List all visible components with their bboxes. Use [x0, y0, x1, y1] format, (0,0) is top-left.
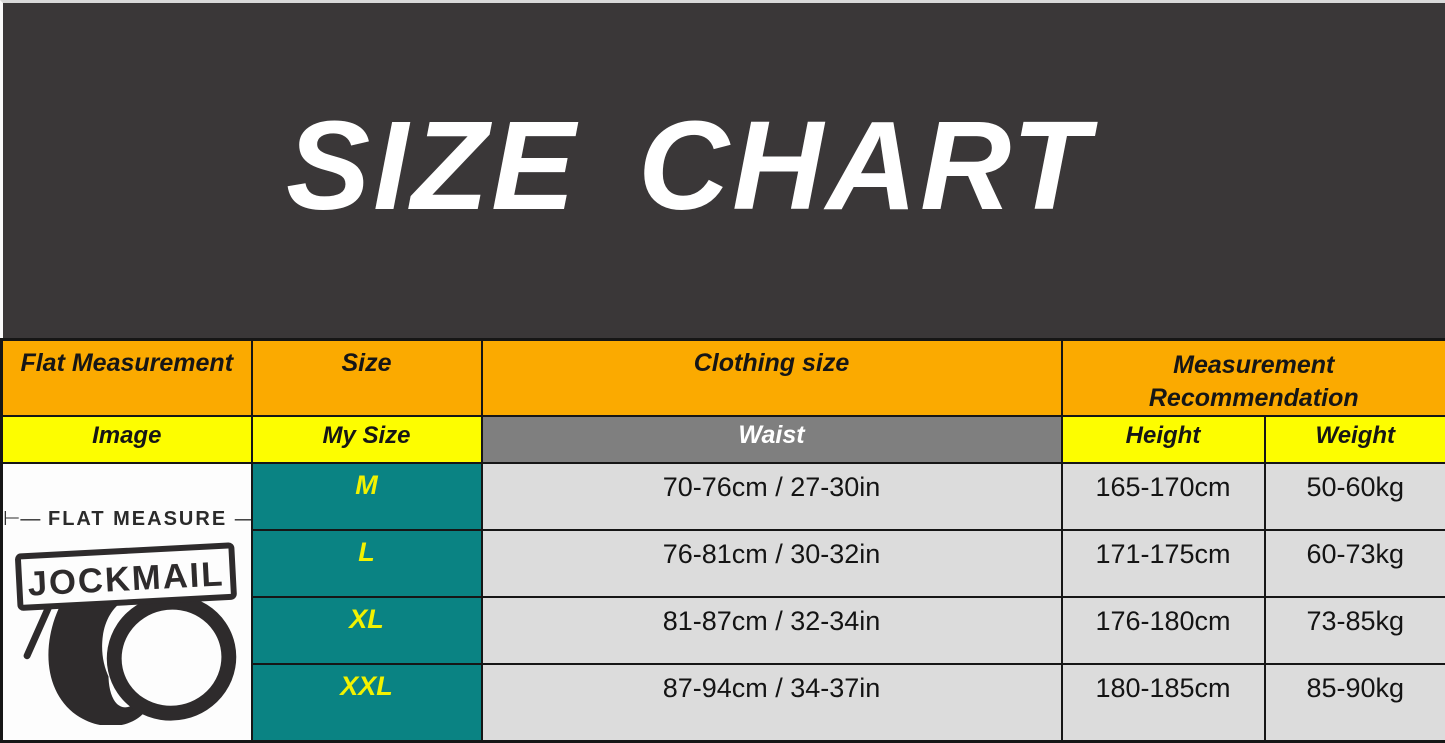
size-table: Flat Measurement Size Clothing size Meas… — [0, 338, 1445, 743]
table-row-l: L 76-81cm / 30-32in 171-175cm 60-73kg — [2, 529, 1445, 598]
measure-cap-right-icon: —⊣ — [235, 508, 250, 530]
header-clothing-size: Clothing size — [480, 338, 1063, 417]
table-row-m: ⊢— FLAT MEASURE —⊣ JOCKMAIL M 70-76cm / … — [0, 462, 1445, 743]
weight-cell: 85-90kg — [1263, 663, 1445, 743]
subheader-my-size: My Size — [250, 415, 483, 464]
header-row: Flat Measurement Size Clothing size Meas… — [0, 338, 1445, 417]
jockstrap-illustration-icon: JOCKMAIL — [14, 542, 237, 725]
weight-cell: 60-73kg — [1263, 529, 1445, 598]
height-cell: 176-180cm — [1060, 596, 1266, 665]
size-cell: M — [250, 462, 483, 531]
size-cell: L — [250, 529, 483, 598]
waist-cell: 81-87cm / 32-34in — [480, 596, 1063, 665]
waist-cell: 70-76cm / 27-30in — [480, 462, 1063, 531]
size-cell: XL — [250, 596, 483, 665]
title-banner: SIZE CHART — [0, 0, 1445, 338]
subheader-height: Height — [1060, 415, 1266, 464]
height-cell: 165-170cm — [1060, 462, 1266, 531]
measure-cap-left-icon: ⊢— — [3, 508, 41, 530]
measurement-recommendation-label: Measurement Recommendation — [1148, 351, 1359, 412]
subheader-waist: Waist — [480, 415, 1063, 464]
header-flat-measurement: Flat Measurement — [0, 338, 253, 417]
weight-cell: 50-60kg — [1263, 462, 1445, 531]
page-title: SIZE CHART — [286, 95, 1092, 236]
subheader-weight: Weight — [1263, 415, 1445, 464]
height-cell: 180-185cm — [1060, 663, 1266, 743]
flat-measure-caption: ⊢— FLAT MEASURE —⊣ — [3, 506, 250, 531]
table-row-xxl: XXL 87-94cm / 34-37in 180-185cm 85-90kg — [2, 663, 1445, 743]
header-measurement-recommendation: Measurement Recommendation — [1060, 338, 1445, 417]
height-cell: 171-175cm — [1060, 529, 1266, 598]
size-cell: XXL — [250, 663, 483, 743]
waist-cell: 76-81cm / 30-32in — [480, 529, 1063, 598]
flat-measure-label: FLAT MEASURE — [47, 508, 228, 530]
subheader-row: Image My Size Waist Height Weight — [0, 415, 1445, 464]
product-illustration-cell: ⊢— FLAT MEASURE —⊣ JOCKMAIL — [0, 462, 253, 743]
table-row-xl: XL 81-87cm / 32-34in 176-180cm 73-85kg — [2, 596, 1445, 665]
weight-cell: 73-85kg — [1263, 596, 1445, 665]
header-size: Size — [250, 338, 483, 417]
waist-cell: 87-94cm / 34-37in — [480, 663, 1063, 743]
subheader-image: Image — [0, 415, 253, 464]
